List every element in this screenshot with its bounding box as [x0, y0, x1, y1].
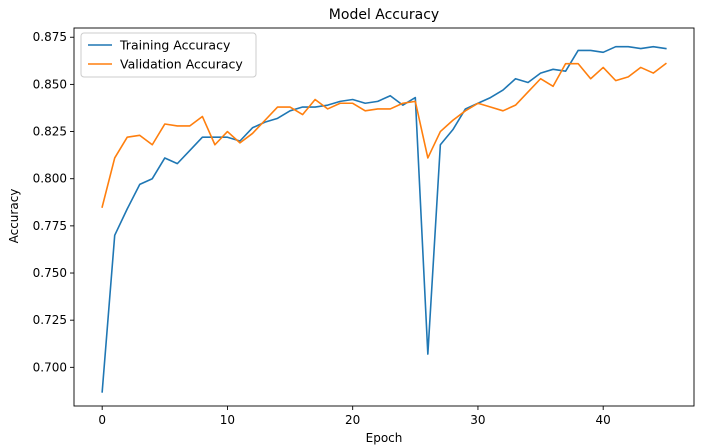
plot-area	[73, 27, 695, 407]
x-tick-label: 10	[220, 413, 235, 427]
axes-frame	[73, 27, 695, 407]
x-tick-label: 20	[345, 413, 360, 427]
y-tick-label: 0.775	[33, 219, 67, 233]
x-tick-label: 0	[98, 413, 106, 427]
x-tick-label: 40	[596, 413, 611, 427]
legend: Training Accuracy Validation Accuracy	[80, 32, 257, 78]
series-line-training-accuracy	[101, 45, 667, 393]
y-tick-label: 0.850	[33, 77, 67, 91]
x-axis: 0 10 20 30 40	[98, 406, 611, 427]
x-axis-label: Epoch	[366, 431, 403, 445]
y-tick-label: 0.875	[33, 30, 67, 44]
x-tick-label: 30	[470, 413, 485, 427]
legend-box	[80, 32, 257, 78]
y-tick-label: 0.800	[33, 172, 67, 186]
y-axis-label: Accuracy	[7, 189, 21, 244]
y-tick-label: 0.725	[33, 313, 67, 327]
y-tick-label: 0.700	[33, 360, 67, 374]
y-tick-label: 0.825	[33, 125, 67, 139]
chart-title: Model Accuracy	[329, 7, 439, 23]
y-tick-label: 0.750	[33, 266, 67, 280]
legend-label-training-accuracy: Training Accuracy	[119, 38, 231, 53]
legend-label-validation-accuracy: Validation Accuracy	[120, 57, 243, 72]
y-axis: 0.700 0.725 0.750 0.775 0.800 0.825 0.850 0.875	[33, 30, 74, 374]
series-line-validation-accuracy	[101, 62, 667, 208]
